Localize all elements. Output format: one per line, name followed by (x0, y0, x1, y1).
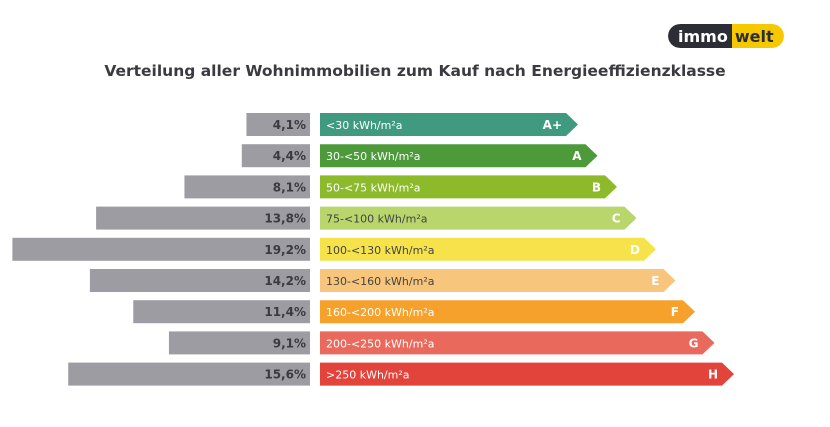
energy-class-arrow (320, 175, 617, 199)
value-label: 4,1% (273, 118, 306, 132)
value-label: 4,4% (273, 149, 306, 163)
class-label: C (612, 212, 621, 226)
range-label: 75-<100 kWh/m²a (326, 213, 427, 226)
range-label: 50-<75 kWh/m²a (326, 181, 420, 194)
range-label: 160-<200 kWh/m²a (326, 306, 434, 319)
value-label: 19,2% (264, 243, 306, 257)
value-bar (96, 206, 310, 230)
range-label: <30 kWh/m²a (326, 119, 403, 132)
energy-class-arrow (320, 300, 695, 324)
energy-class-arrow (320, 237, 656, 261)
chart-title: Verteilung aller Wohnimmobilien zum Kauf… (104, 62, 726, 80)
immowelt-logo: immo welt (668, 24, 784, 48)
energy-class-arrow (320, 331, 715, 355)
class-label: B (592, 180, 601, 194)
class-label: H (708, 368, 718, 382)
class-label: G (689, 336, 699, 350)
value-label: 9,1% (273, 336, 306, 350)
class-label: D (630, 243, 640, 257)
range-label: 130-<160 kWh/m²a (326, 275, 434, 288)
value-bar (12, 237, 311, 261)
class-label: F (671, 305, 679, 319)
class-label: A+ (543, 118, 562, 132)
value-bar (184, 175, 310, 199)
value-label: 14,2% (264, 274, 306, 288)
range-label: 30-<50 kWh/m²a (326, 150, 420, 163)
value-label: 8,1% (273, 180, 306, 194)
value-bar (168, 331, 310, 355)
energy-class-arrow (320, 113, 578, 136)
value-label: 15,6% (264, 368, 306, 382)
energy-class-arrow (320, 362, 734, 386)
logo-right: welt (731, 24, 784, 48)
logo-left: immo (668, 24, 732, 48)
value-bar (89, 269, 311, 292)
value-bar (241, 144, 310, 168)
energy-class-arrow (320, 206, 637, 230)
class-label: E (651, 274, 659, 288)
value-bar (246, 113, 310, 136)
value-label: 13,8% (264, 212, 306, 226)
value-bar (133, 300, 310, 324)
value-bar (68, 362, 310, 386)
class-label: A (572, 149, 582, 163)
energy-class-arrow (320, 269, 676, 292)
range-label: 100-<130 kWh/m²a (326, 244, 434, 257)
range-label: >250 kWh/m²a (326, 369, 410, 382)
energy-class-arrow (320, 144, 598, 168)
range-label: 200-<250 kWh/m²a (326, 337, 434, 350)
value-label: 11,4% (264, 305, 306, 319)
